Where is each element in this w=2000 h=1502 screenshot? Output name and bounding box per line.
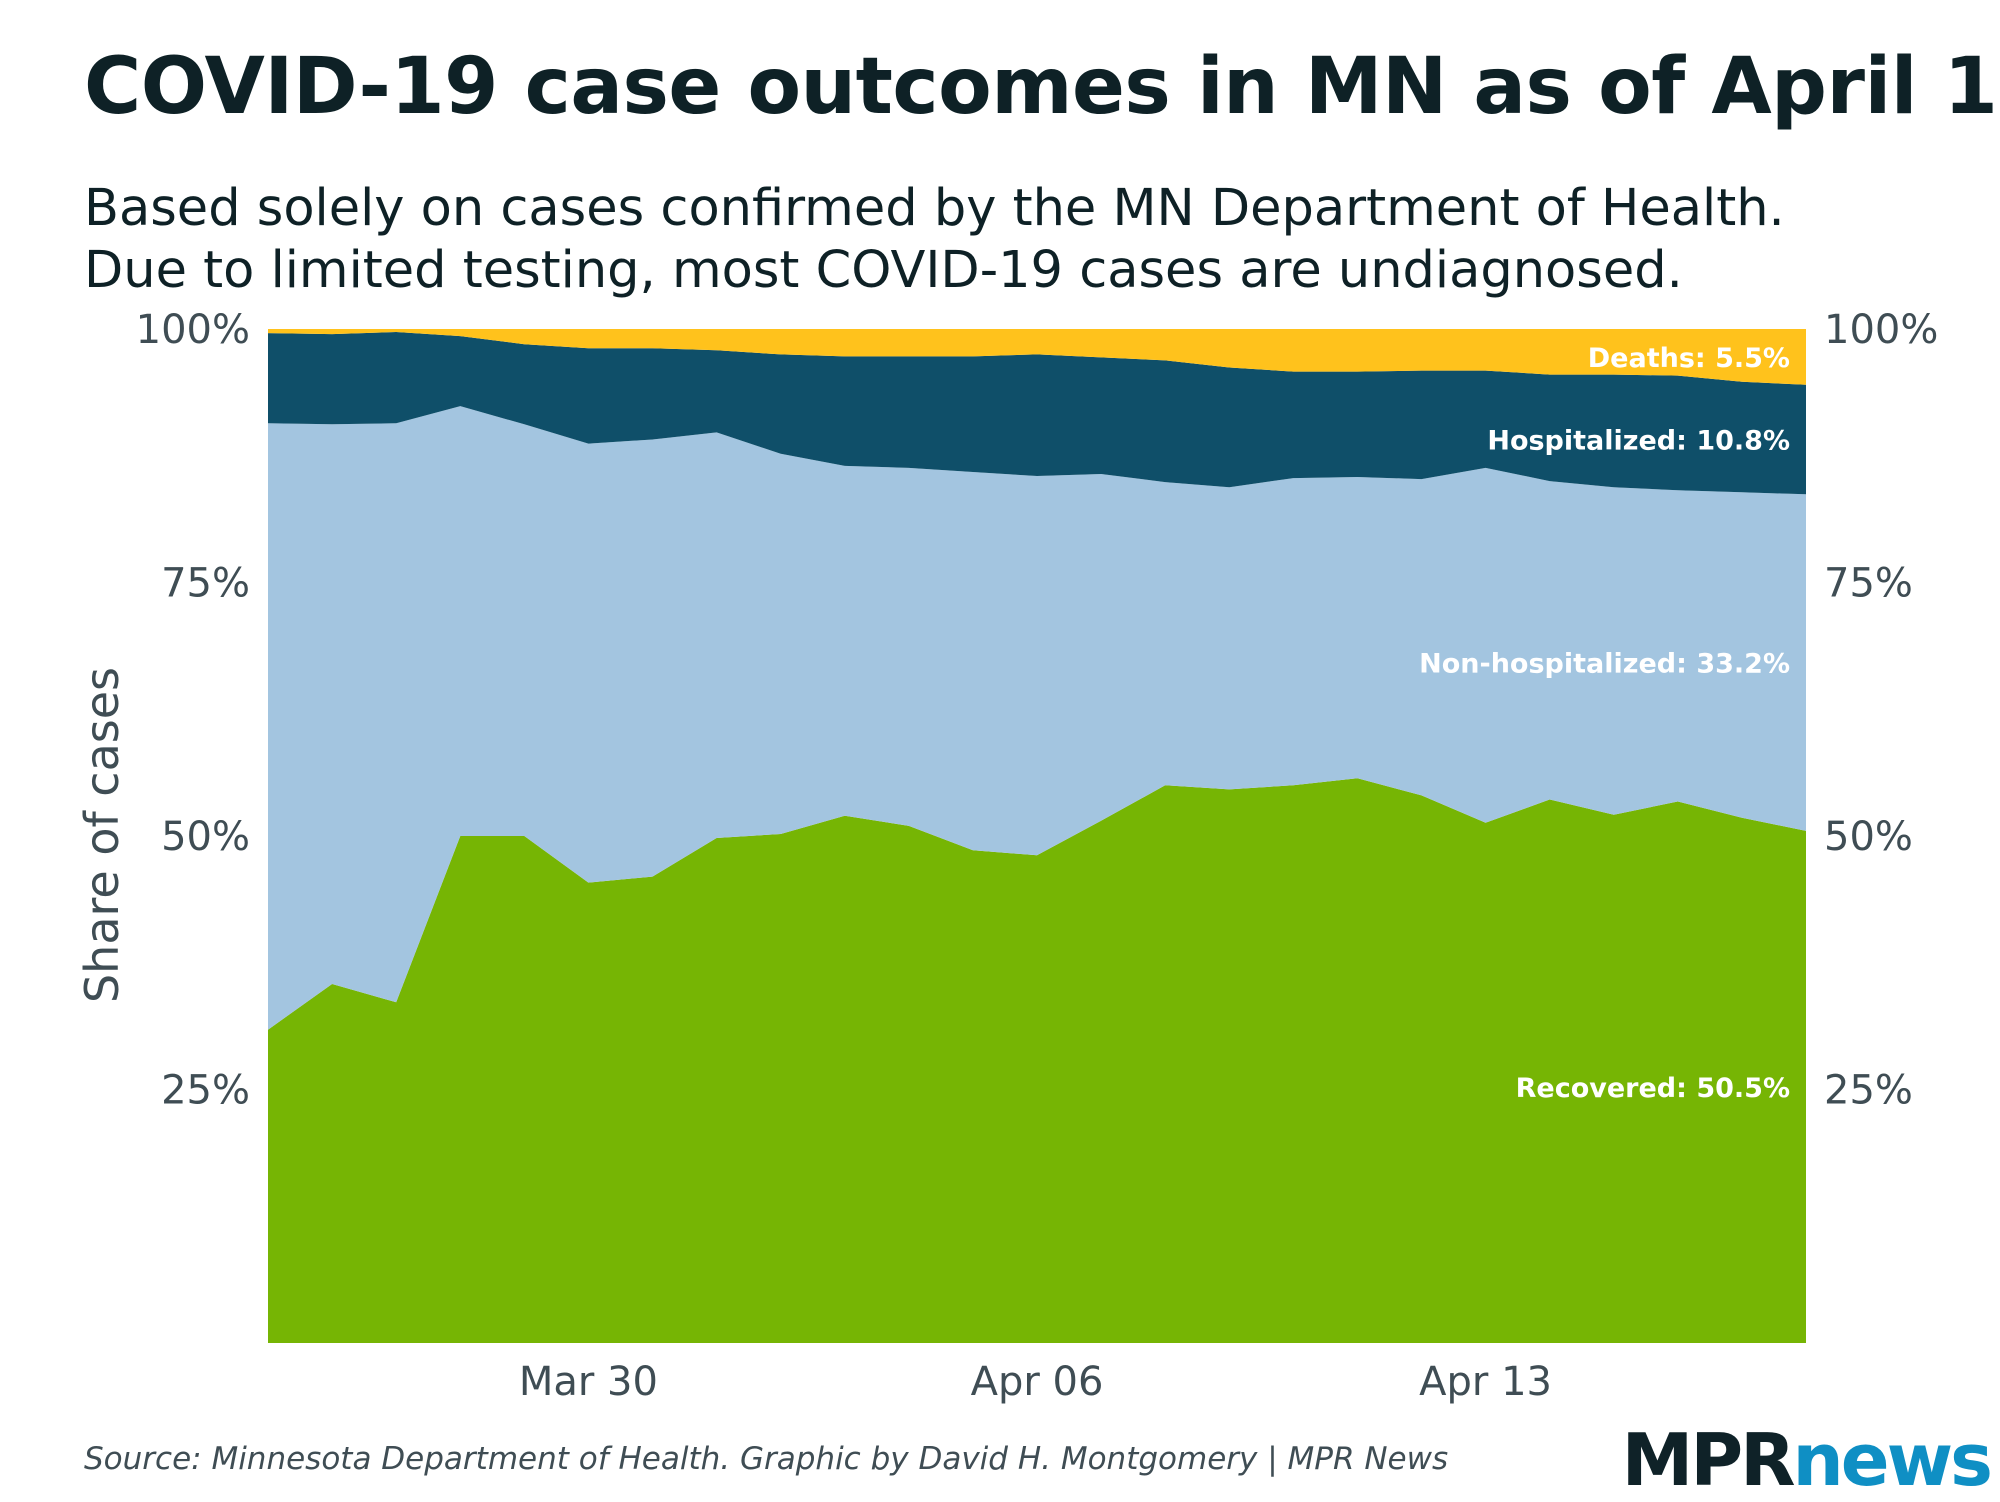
area-deaths — [268, 329, 1806, 385]
series-labels: Recovered: 50.5% Non-hospitalized: 33.2% H… — [1419, 343, 1790, 1104]
mpr-news-logo: MPRnews — [1621, 1418, 1993, 1502]
y-axis-left: 25% 50% 75% 100% — [136, 307, 250, 1114]
logo-mpr: MPR — [1621, 1418, 1796, 1502]
y-tick-right-50: 50% — [1824, 814, 1913, 860]
x-tick-apr-13: Apr 13 — [1419, 1359, 1552, 1405]
subtitle-line-1: Based solely on cases confirmed by the M… — [84, 179, 1785, 238]
chart-subtitle: Based solely on cases confirmed by the M… — [84, 178, 1785, 302]
y-tick-left-75: 75% — [161, 561, 250, 607]
area-recovered — [268, 778, 1806, 1343]
series-label-non-hospitalized: Non-hospitalized: 33.2% — [1419, 649, 1790, 680]
logo-news: news — [1792, 1418, 1993, 1502]
y-tick-right-75: 75% — [1824, 561, 1913, 607]
series-label-hospitalized: Hospitalized: 10.8% — [1487, 426, 1790, 457]
series-label-recovered: Recovered: 50.5% — [1516, 1073, 1790, 1104]
series-label-deaths: Deaths: 5.5% — [1588, 343, 1790, 374]
x-tick-mar-30: Mar 30 — [519, 1359, 658, 1405]
area-layer — [268, 329, 1806, 1343]
source-note: Source: Minnesota Department of Health. … — [84, 1441, 1449, 1477]
x-tick-apr-06: Apr 06 — [971, 1359, 1104, 1405]
x-axis: Mar 30 Apr 06 Apr 13 — [519, 1359, 1552, 1405]
area-non-hospitalized — [268, 406, 1806, 1030]
y-tick-left-100: 100% — [136, 307, 250, 353]
y-tick-right-25: 25% — [1824, 1068, 1913, 1114]
y-axis-right: 25% 50% 75% 100% — [1824, 307, 1938, 1114]
subtitle-line-2: Due to limited testing, most COVID-19 ca… — [84, 241, 1683, 300]
area-hospitalized — [268, 332, 1806, 495]
y-axis-label: Share of cases — [75, 667, 129, 1003]
y-tick-left-50: 50% — [161, 814, 250, 860]
chart-title: COVID-19 case outcomes in MN as of April… — [84, 42, 2000, 132]
y-tick-right-100: 100% — [1824, 307, 1938, 353]
y-tick-left-25: 25% — [161, 1068, 250, 1114]
